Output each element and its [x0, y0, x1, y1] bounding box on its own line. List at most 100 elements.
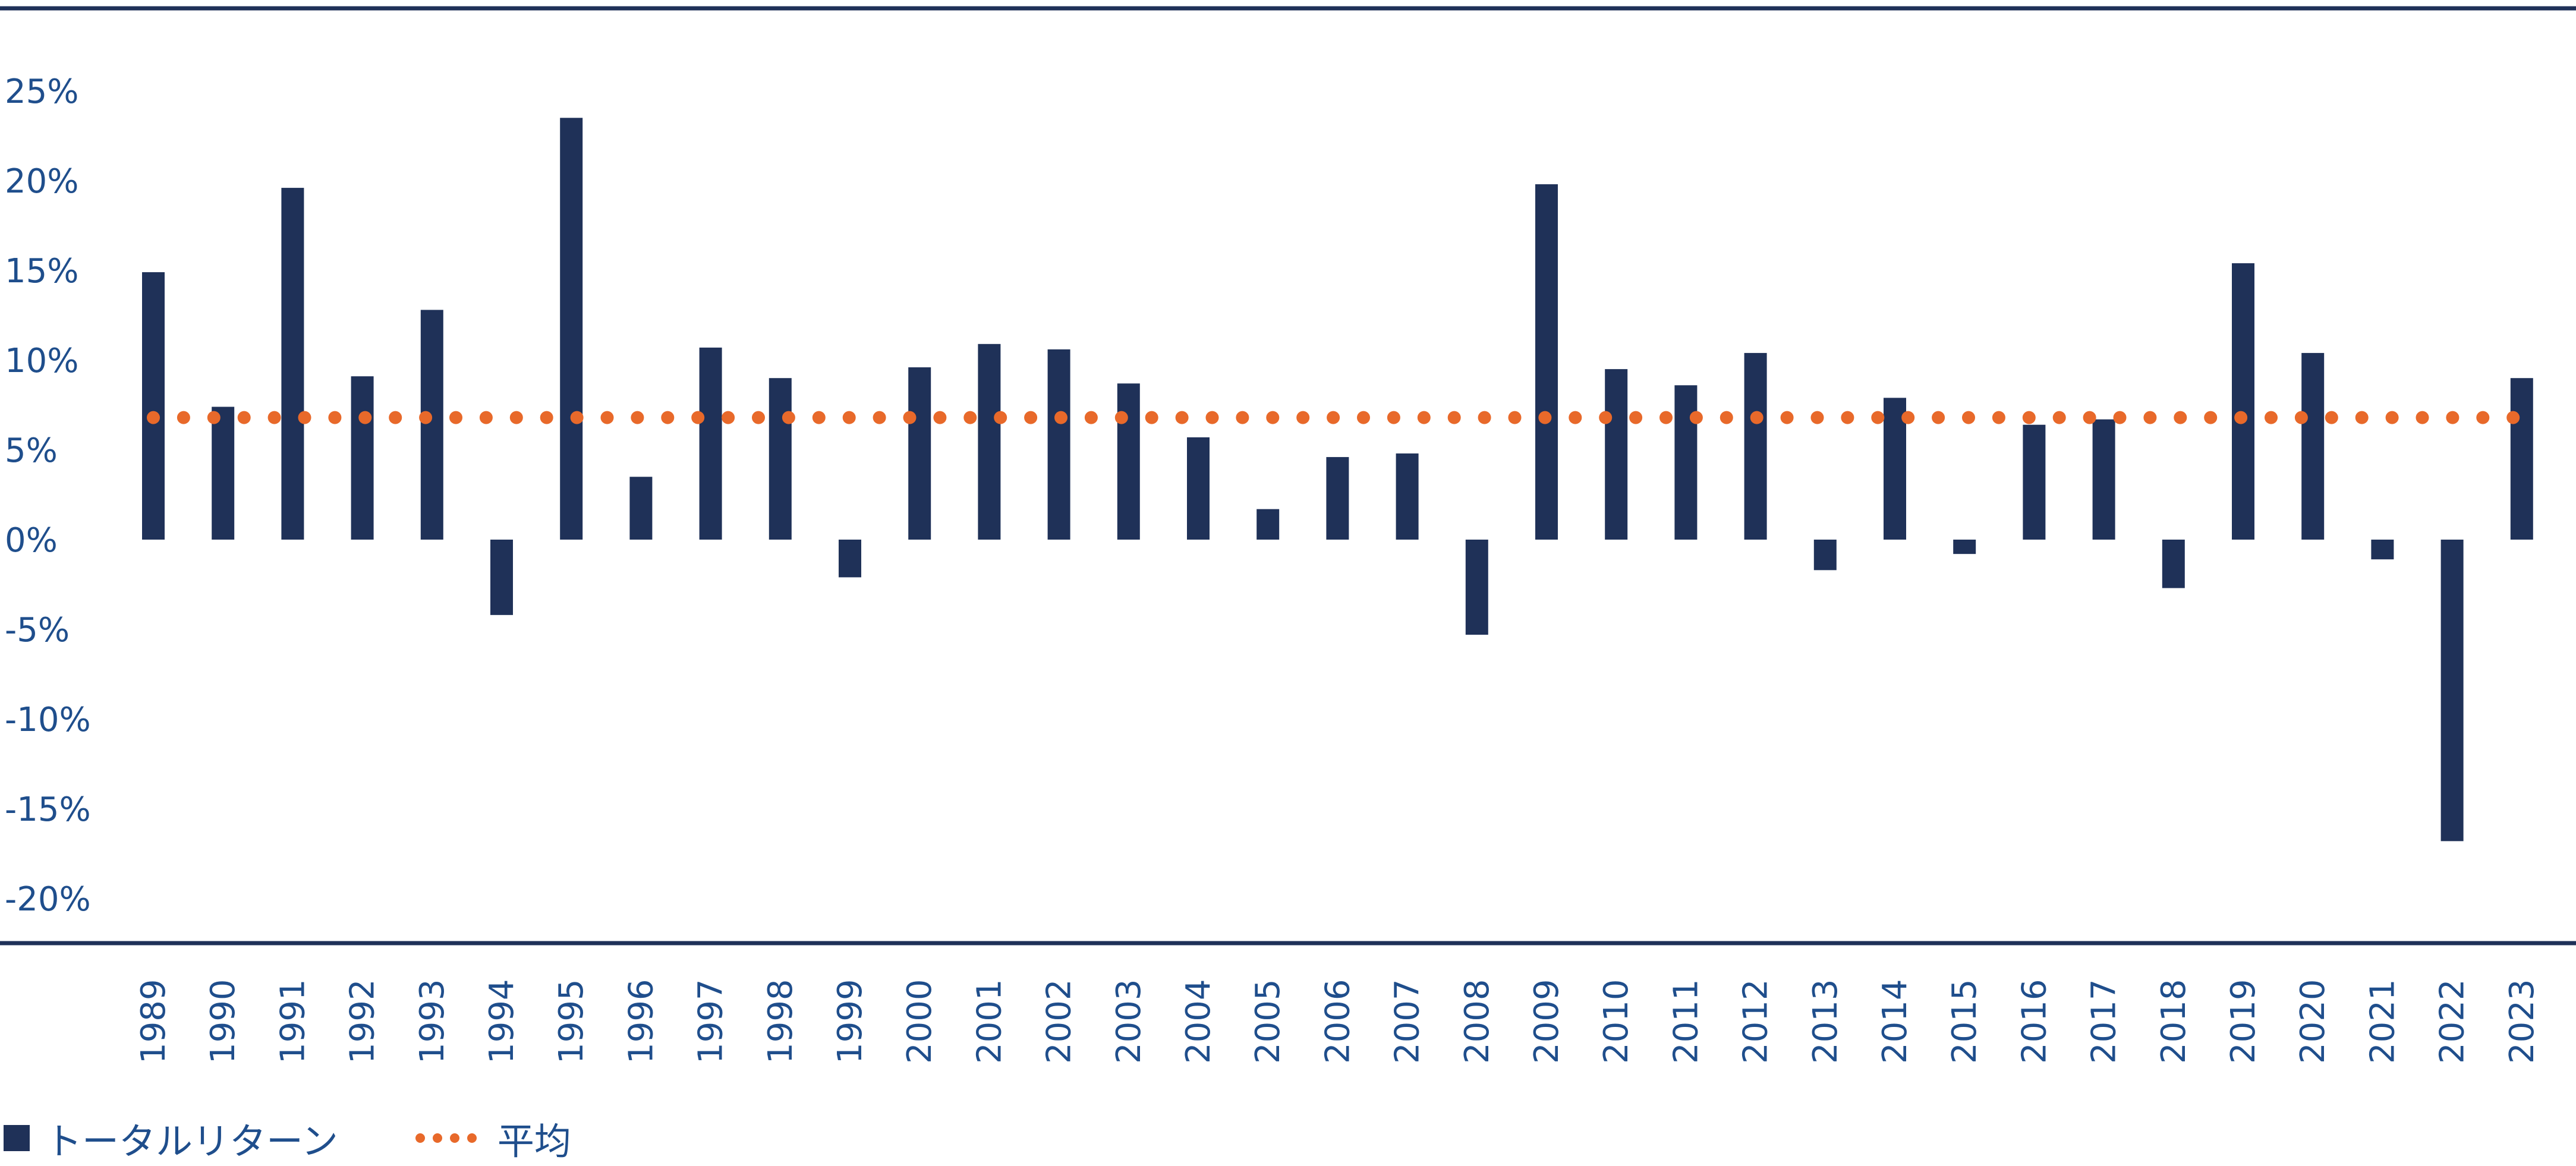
bar [1535, 184, 1558, 540]
average-dot [1841, 411, 1854, 424]
x-tick-label: 1998 [761, 979, 800, 1064]
average-dot [2265, 411, 2278, 424]
average-dot [903, 411, 917, 424]
x-tick-label: 1994 [483, 979, 521, 1064]
bar [2092, 419, 2115, 540]
average-dot [207, 411, 221, 424]
bar [2232, 263, 2254, 540]
bar [281, 188, 304, 540]
average-dot [631, 411, 644, 424]
x-tick-label: 2006 [1318, 979, 1357, 1064]
legend: トータルリターン 平均 [0, 1117, 648, 1163]
average-dot [509, 411, 523, 424]
average-dot [1659, 411, 1673, 424]
x-tick-label: 1991 [273, 979, 312, 1064]
bar [2510, 378, 2533, 540]
average-dot [2174, 411, 2187, 424]
average-dot [1508, 411, 1522, 424]
bar [1117, 383, 1140, 540]
bar [142, 272, 165, 540]
bar [978, 344, 1001, 540]
average-dot [1720, 411, 1733, 424]
bar [1396, 453, 1419, 540]
bar [1884, 398, 1906, 540]
average-dot [933, 411, 947, 424]
average-dot [2506, 411, 2520, 424]
average-dot [540, 411, 553, 424]
average-dot [1810, 411, 1824, 424]
average-dot [1357, 411, 1370, 424]
average-dot [2143, 411, 2157, 424]
bar [839, 540, 861, 578]
average-dot [1296, 411, 1310, 424]
average-dot [419, 411, 433, 424]
legend-item-total-return: トータルリターン [0, 1111, 338, 1165]
legend-dot [415, 1133, 425, 1143]
average-dot [1114, 411, 1128, 424]
x-tick-label: 2012 [1737, 979, 1775, 1064]
average-dot [1054, 411, 1067, 424]
x-tick-label: 2014 [1876, 979, 1914, 1064]
bar-series [142, 118, 2533, 842]
average-dot [570, 411, 584, 424]
bar [2440, 540, 2464, 842]
average-dot [1266, 411, 1280, 424]
x-tick-label: 1990 [204, 979, 243, 1064]
x-tick-label: 1996 [622, 979, 660, 1064]
average-dot [722, 411, 735, 424]
x-tick-label: 2004 [1179, 979, 1218, 1064]
x-tick-label: 2021 [2363, 979, 2402, 1064]
average-dot [752, 411, 765, 424]
average-dot [1175, 411, 1189, 424]
average-dot [1932, 411, 1945, 424]
y-tick-label: 0% [5, 521, 58, 560]
legend-dot [432, 1133, 442, 1143]
bar [629, 477, 653, 540]
bar [1674, 385, 1698, 540]
x-tick-label: 2018 [2155, 979, 2193, 1064]
x-tick-label: 1989 [134, 979, 173, 1064]
average-dot [1205, 411, 1219, 424]
x-tick-label: 1997 [692, 979, 730, 1064]
bar [1744, 352, 1767, 540]
average-dot [2294, 411, 2308, 424]
legend-label-total-return: トータルリターン [45, 1120, 338, 1163]
y-tick-label: -15% [5, 790, 91, 829]
bar [1605, 369, 1628, 540]
average-dot [479, 411, 493, 424]
average-dot [449, 411, 462, 424]
x-tick-label: 2011 [1667, 979, 1705, 1064]
average-dot [1417, 411, 1431, 424]
average-dot [1327, 411, 1340, 424]
average-dot [2204, 411, 2218, 424]
bar [2301, 352, 2325, 540]
y-tick-label: 15% [5, 252, 78, 291]
average-dot [1901, 411, 1915, 424]
chart-area: 25% 20% 15% 10% 5% 0% -5% -10% -15% -20% 1989 1990… [0, 6, 2576, 1064]
x-tick-label: 2007 [1388, 979, 1427, 1064]
average-dot [2355, 411, 2369, 424]
average-dot [237, 411, 251, 424]
bar [560, 118, 583, 540]
average-dot [2113, 411, 2127, 424]
average-dot [2476, 411, 2490, 424]
bar [1326, 457, 1349, 540]
legend-dot [449, 1133, 459, 1143]
average-dot [1387, 411, 1400, 424]
x-tick-label: 2010 [1597, 979, 1636, 1064]
average-dot [298, 411, 311, 424]
legend-swatch-dots [415, 1133, 484, 1143]
average-dot [691, 411, 705, 424]
bar [1953, 540, 1976, 554]
bar [1256, 509, 1280, 540]
average-dot [1236, 411, 1249, 424]
y-tick-label: -20% [5, 880, 91, 919]
average-dot [1084, 411, 1098, 424]
y-axis-ticks: 25% 20% 15% 10% 5% 0% -5% -10% -15% -20% [5, 73, 91, 919]
x-tick-label: 2022 [2433, 979, 2472, 1064]
x-tick-label: 1992 [344, 979, 382, 1064]
legend-dot [467, 1133, 477, 1143]
x-tick-label: 1993 [413, 979, 452, 1064]
average-dot [177, 411, 190, 424]
bar [490, 540, 513, 615]
